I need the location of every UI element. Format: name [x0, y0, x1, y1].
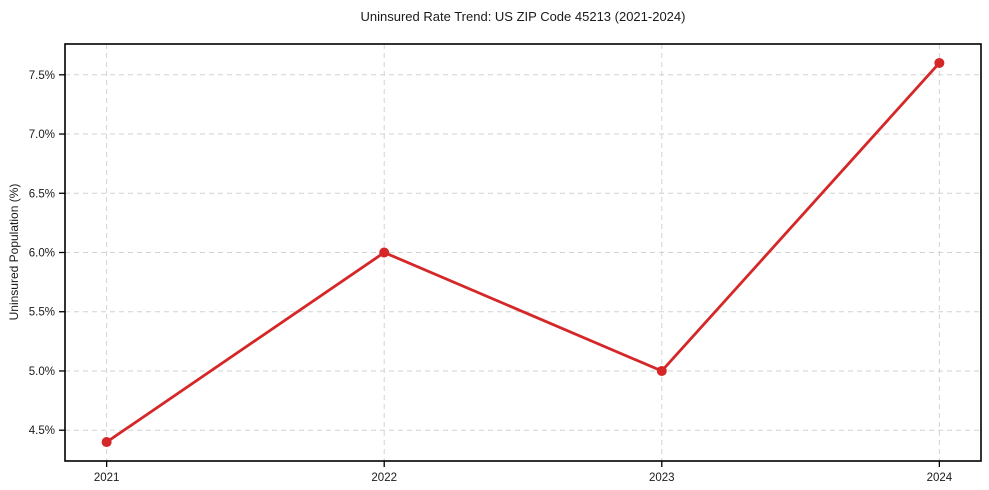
y-tick-label: 4.5% [29, 425, 55, 437]
y-tick-label: 6.5% [29, 188, 55, 200]
y-tick-label: 5.0% [29, 366, 55, 378]
x-tick-label: 2022 [371, 472, 397, 484]
chart-title: Uninsured Rate Trend: US ZIP Code 45213 … [360, 9, 686, 24]
y-tick-label: 7.5% [29, 70, 55, 82]
data-point [379, 247, 390, 258]
x-tick-label: 2024 [927, 472, 953, 484]
x-tick-label: 2021 [94, 472, 120, 484]
y-tick-label: 6.0% [29, 248, 55, 260]
data-point [101, 437, 112, 448]
x-tick-label: 2023 [649, 472, 675, 484]
y-tick-label: 5.5% [29, 307, 55, 319]
y-tick-label: 7.0% [29, 129, 55, 141]
data-point [656, 365, 667, 376]
trend-line [105, 61, 941, 444]
data-point [934, 57, 945, 68]
